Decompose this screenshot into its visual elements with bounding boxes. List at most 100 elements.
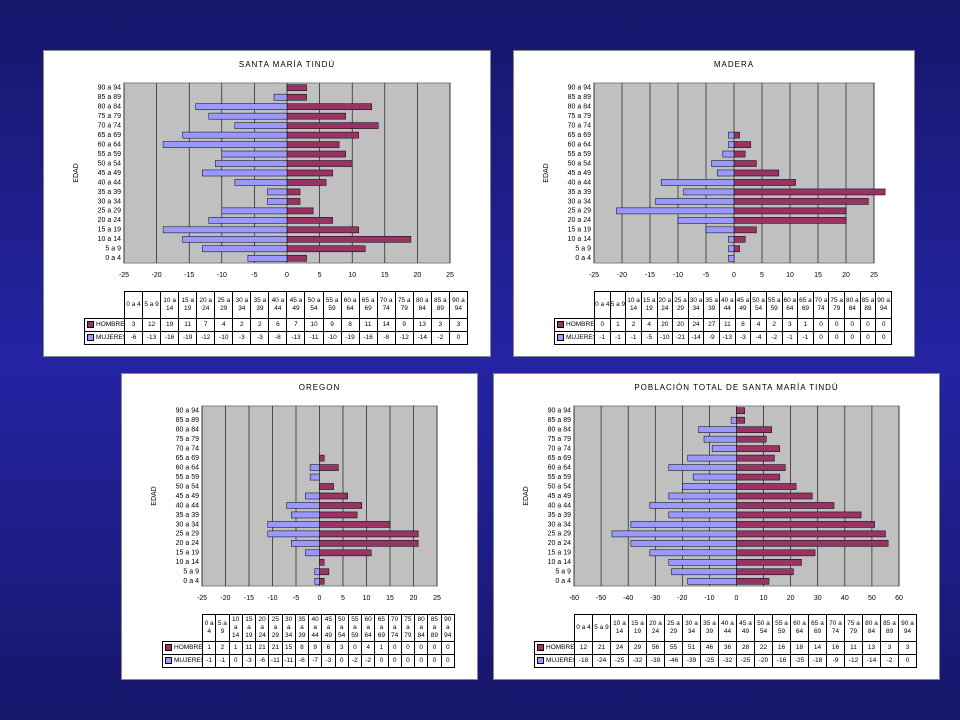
y-tick-label: 70 a 74 xyxy=(568,122,591,129)
y-tick-label: 25 a 29 xyxy=(98,208,121,215)
table-value: 11 xyxy=(844,641,863,655)
table-value: -2 xyxy=(347,654,363,668)
legend-entry: HOMBRES xyxy=(534,641,575,655)
bar xyxy=(286,84,307,92)
series-row: HOMBRES122124295655514636282216181416111… xyxy=(534,641,917,655)
y-axis-label: EDAD xyxy=(523,486,530,505)
x-tick-label: 20 xyxy=(414,272,422,279)
column-header: 35 a 39 xyxy=(294,614,310,642)
bar xyxy=(716,169,735,177)
table-value: 7 xyxy=(196,318,216,332)
column-header: 60 a 64 xyxy=(340,291,360,319)
bar xyxy=(234,122,288,129)
column-header: 5 a 9 xyxy=(215,614,230,642)
x-tick-label: -15 xyxy=(184,272,194,279)
legend-label: HOMBRES xyxy=(566,321,595,329)
y-tick-label: 15 a 19 xyxy=(568,227,591,234)
column-header: 45 a 49 xyxy=(736,614,755,642)
table-value: 0 xyxy=(387,654,402,668)
y-tick-label: 60 a 64 xyxy=(176,464,199,471)
table-value: 36 xyxy=(718,641,737,655)
y-tick-label: 25 a 29 xyxy=(176,531,199,538)
bar xyxy=(655,198,735,205)
bar xyxy=(286,198,301,205)
bar xyxy=(668,511,737,519)
y-tick-label: 90 a 94 xyxy=(568,85,591,92)
table-value: 9 xyxy=(394,318,414,332)
column-header: 5 a 9 xyxy=(142,291,162,319)
bar xyxy=(698,426,737,433)
bar xyxy=(733,226,757,234)
bar xyxy=(319,530,419,538)
y-tick-label: 80 a 84 xyxy=(548,427,571,434)
column-header: 60 a 64 xyxy=(781,291,799,319)
bar xyxy=(286,141,340,148)
bar xyxy=(611,530,737,538)
bar xyxy=(319,577,325,585)
bar xyxy=(286,160,353,167)
y-tick-label: 5 a 9 xyxy=(105,246,121,253)
x-tick-label: 10 xyxy=(786,272,794,279)
table-value: -1 xyxy=(781,331,799,345)
y-tick-label: 70 a 74 xyxy=(176,445,199,452)
bar xyxy=(286,93,307,101)
table-value: -25 xyxy=(790,654,809,668)
table-value: -16 xyxy=(772,654,791,668)
y-tick-label: 50 a 54 xyxy=(548,483,571,490)
bar xyxy=(733,141,752,148)
y-tick-label: 85 a 89 xyxy=(568,94,591,101)
y-tick-label: 30 a 34 xyxy=(176,521,199,528)
table-value: -12 xyxy=(196,331,216,345)
bar xyxy=(736,492,813,500)
column-header: 15 a 19 xyxy=(640,291,658,319)
bar xyxy=(286,131,359,139)
column-header: 75 a 79 xyxy=(828,291,845,319)
bar xyxy=(273,93,288,101)
table-value: -25 xyxy=(610,654,629,668)
table-value: -16 xyxy=(358,331,378,345)
column-header: 60 a 64 xyxy=(790,614,809,642)
y-tick-label: 85 a 89 xyxy=(176,417,199,424)
y-tick-label: 10 a 14 xyxy=(176,559,199,566)
column-header: 40 a 44 xyxy=(719,291,736,319)
bar xyxy=(736,464,786,471)
table-value: 0 xyxy=(594,318,611,332)
bar xyxy=(668,464,737,471)
x-tick-label: -40 xyxy=(623,595,633,602)
bar xyxy=(182,236,288,243)
table-value: 0 xyxy=(347,641,363,655)
table-value: 6 xyxy=(321,641,336,655)
bar xyxy=(221,150,288,158)
y-tick-label: 15 a 19 xyxy=(98,227,121,234)
bar xyxy=(319,454,325,462)
y-tick-label: 50 a 54 xyxy=(176,483,199,490)
bar xyxy=(286,112,346,120)
table-value: -1 xyxy=(797,331,814,345)
bar xyxy=(286,179,327,186)
column-header: 20 a 24 xyxy=(254,614,270,642)
x-tick-label: -10 xyxy=(267,595,277,602)
x-tick-label: 5 xyxy=(341,595,345,602)
y-tick-label: 90 a 94 xyxy=(548,408,571,415)
bar xyxy=(314,577,320,585)
table-value: 0 xyxy=(828,318,845,332)
bar xyxy=(267,530,320,538)
table-value: 4 xyxy=(750,318,767,332)
table-value: -8 xyxy=(376,331,396,345)
bar xyxy=(668,492,737,500)
bar xyxy=(286,245,366,253)
column-header: 5 a 9 xyxy=(592,614,611,642)
column-header: 55 a 59 xyxy=(765,291,783,319)
y-tick-label: 35 a 39 xyxy=(568,189,591,196)
table-value: 0 xyxy=(844,318,861,332)
table-value: -16 xyxy=(160,331,180,345)
table-value: 20 xyxy=(672,318,689,332)
table-value: -39 xyxy=(682,654,701,668)
bar xyxy=(195,103,288,110)
bar xyxy=(736,530,886,538)
y-tick-label: 45 a 49 xyxy=(548,493,571,500)
column-header: 0 a 4 xyxy=(201,614,217,642)
bar xyxy=(286,122,379,129)
column-header: 10 a 14 xyxy=(160,291,180,319)
